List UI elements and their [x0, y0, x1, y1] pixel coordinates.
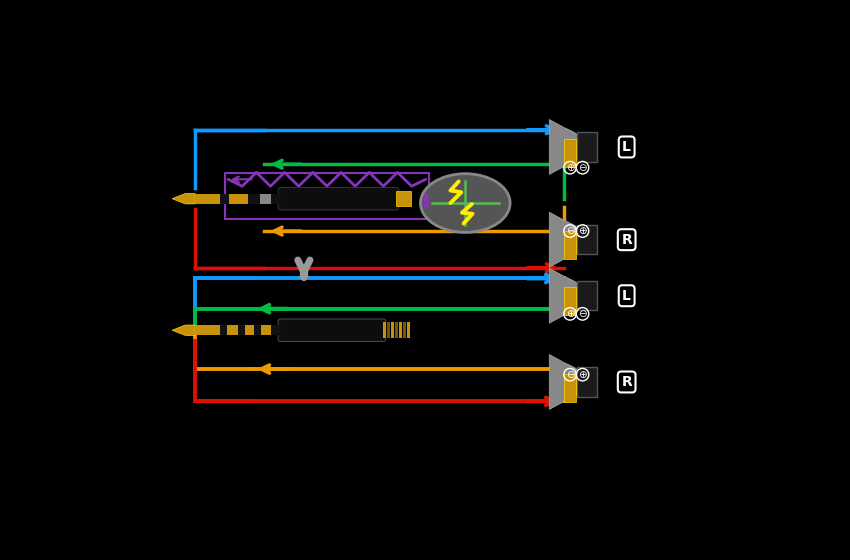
Bar: [564, 231, 576, 259]
Polygon shape: [172, 194, 196, 204]
Text: ⊖: ⊖: [565, 226, 575, 236]
Text: ⊖: ⊖: [565, 370, 575, 380]
Bar: [399, 323, 402, 338]
Bar: [564, 374, 576, 402]
FancyBboxPatch shape: [278, 319, 386, 342]
Bar: [564, 139, 576, 167]
Text: R: R: [621, 375, 632, 389]
Bar: [577, 132, 597, 161]
Bar: [577, 225, 597, 254]
Bar: [238, 325, 245, 335]
Bar: [577, 367, 597, 396]
Bar: [227, 325, 238, 335]
Polygon shape: [549, 119, 577, 175]
Polygon shape: [549, 268, 577, 323]
Bar: [394, 323, 398, 338]
Text: R: R: [621, 233, 632, 246]
Bar: [220, 325, 227, 335]
Bar: [577, 281, 597, 310]
Polygon shape: [172, 325, 196, 335]
Bar: [196, 325, 220, 335]
Bar: [396, 191, 411, 207]
Bar: [406, 323, 410, 338]
Text: ⊖: ⊖: [578, 309, 586, 319]
Polygon shape: [549, 354, 577, 409]
Bar: [271, 325, 280, 335]
Bar: [382, 323, 386, 338]
Bar: [254, 325, 261, 335]
Bar: [245, 325, 254, 335]
FancyBboxPatch shape: [278, 188, 399, 210]
Bar: [248, 194, 260, 204]
Bar: [196, 194, 220, 204]
Text: ⊕: ⊕: [578, 226, 586, 236]
Text: ⊕: ⊕: [578, 370, 586, 380]
Circle shape: [421, 174, 510, 232]
Text: ⊖: ⊖: [578, 162, 586, 172]
Bar: [261, 325, 271, 335]
Bar: [391, 323, 394, 338]
Bar: [564, 287, 576, 315]
Polygon shape: [549, 212, 577, 267]
Text: L: L: [622, 289, 631, 303]
Text: L: L: [622, 140, 631, 154]
Bar: [271, 194, 280, 204]
Bar: [387, 323, 390, 338]
Bar: [403, 323, 406, 338]
Bar: [220, 194, 230, 204]
Bar: [260, 194, 271, 204]
Text: ⊕: ⊕: [565, 309, 575, 319]
Text: ⊕: ⊕: [565, 162, 575, 172]
Bar: [230, 194, 248, 204]
